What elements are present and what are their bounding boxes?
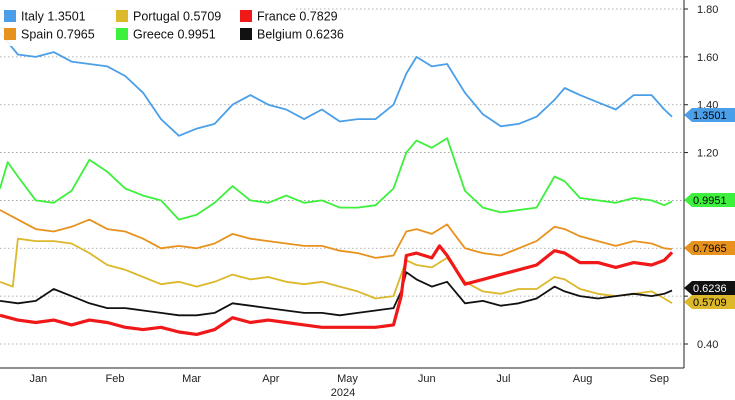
end-label-box — [684, 193, 735, 207]
x-tick-label: Jan — [29, 373, 47, 385]
series-line-italy — [0, 32, 673, 137]
end-label-box — [684, 281, 735, 295]
axes — [0, 0, 685, 369]
end-label-italy: 1.3501 — [684, 108, 735, 122]
legend-label: Italy 1.3501 — [21, 10, 86, 24]
legend-item-france: France 0.7829 — [240, 10, 338, 24]
series-line-portugal — [0, 237, 673, 304]
legend-swatch — [240, 28, 252, 40]
legend-swatch — [240, 10, 252, 22]
series-line-france — [0, 244, 674, 336]
legend-item-spain: Spain 0.7965 — [4, 28, 95, 42]
series-line-belgium — [0, 271, 673, 317]
legend-label: Portugal 0.5709 — [133, 10, 221, 24]
end-label-value: 0.5709 — [693, 297, 727, 309]
x-tick-label: Feb — [105, 373, 124, 385]
end-label-spain: 0.7965 — [684, 241, 735, 255]
legend-item-greece: Greece 0.9951 — [116, 28, 216, 42]
legend: Italy 1.3501 Portugal 0.5709 France 0.7829… — [0, 4, 344, 46]
series-line-greece — [0, 137, 673, 221]
legend-swatch — [116, 28, 128, 40]
end-label-portugal: 0.5709 — [684, 295, 735, 309]
end-value-labels: 1.3501 0.9951 0.7965 0.6236 0.5709 — [684, 108, 735, 309]
end-label-belgium: 0.6236 — [684, 281, 735, 295]
legend-label: Belgium 0.6236 — [257, 28, 344, 42]
end-label-value: 0.7965 — [693, 243, 727, 255]
x-tick-label: Aug — [573, 373, 593, 385]
x-tick-label: Jun — [418, 373, 436, 385]
end-label-box — [684, 241, 735, 255]
end-label-greece: 0.9951 — [684, 193, 735, 207]
y-tick-label: 0.40 — [697, 339, 718, 351]
x-tick-label: May — [337, 373, 358, 385]
legend-item-italy: Italy 1.3501 — [4, 10, 86, 24]
legend-label: France 0.7829 — [257, 10, 338, 24]
series-layer — [0, 32, 674, 336]
legend-item-belgium: Belgium 0.6236 — [240, 28, 344, 42]
legend-swatch — [116, 10, 128, 22]
legend-item-portugal: Portugal 0.5709 — [116, 10, 221, 24]
y-tick-label: 1.20 — [697, 148, 718, 160]
x-axis-ticks: Jan Feb Mar Apr May Jun Jul Aug Sep — [29, 373, 669, 385]
legend-swatch — [4, 28, 16, 40]
x-tick-label: Mar — [182, 373, 201, 385]
end-label-box — [684, 108, 735, 122]
x-tick-label: Jul — [496, 373, 510, 385]
end-label-value: 0.6236 — [693, 283, 727, 295]
end-label-value: 0.9951 — [693, 195, 727, 207]
x-tick-label: Sep — [649, 373, 669, 385]
y-tick-label: 1.60 — [697, 52, 718, 64]
end-label-box — [684, 295, 735, 309]
series-line-spain — [0, 209, 673, 259]
legend-swatch — [4, 10, 16, 22]
year-label: 2024 — [331, 387, 355, 399]
x-tick-label: Apr — [262, 373, 279, 385]
legend-label: Spain 0.7965 — [21, 28, 95, 42]
end-label-value: 1.3501 — [693, 110, 727, 122]
legend-label: Greece 0.9951 — [133, 28, 216, 42]
y-tick-label: 1.80 — [697, 4, 718, 16]
